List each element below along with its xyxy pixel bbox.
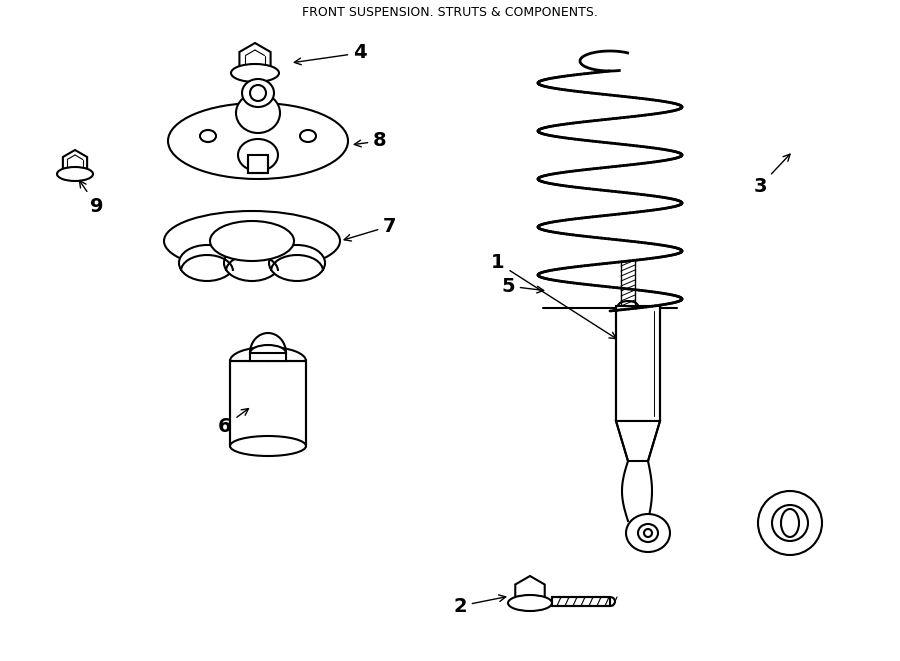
Ellipse shape [250, 345, 286, 361]
Ellipse shape [200, 130, 216, 142]
Polygon shape [552, 597, 610, 606]
Text: 9: 9 [79, 180, 104, 215]
Ellipse shape [168, 103, 348, 179]
Ellipse shape [772, 505, 808, 541]
Text: 2: 2 [454, 595, 506, 615]
Text: 5: 5 [501, 276, 544, 295]
Ellipse shape [210, 221, 294, 261]
Text: FRONT SUSPENSION. STRUTS & COMPONENTS.: FRONT SUSPENSION. STRUTS & COMPONENTS. [302, 7, 598, 20]
Ellipse shape [638, 524, 658, 542]
Ellipse shape [300, 130, 316, 142]
Text: 4: 4 [294, 44, 367, 65]
Text: 1: 1 [491, 254, 616, 338]
Ellipse shape [626, 514, 670, 552]
Ellipse shape [230, 436, 306, 456]
Polygon shape [516, 576, 544, 610]
Ellipse shape [269, 245, 325, 281]
Polygon shape [248, 155, 268, 173]
Ellipse shape [236, 93, 280, 133]
Ellipse shape [242, 79, 274, 107]
Ellipse shape [164, 211, 340, 271]
Ellipse shape [179, 245, 235, 281]
Polygon shape [616, 306, 660, 421]
Ellipse shape [224, 245, 280, 281]
Ellipse shape [508, 595, 552, 611]
Ellipse shape [644, 529, 652, 537]
Polygon shape [239, 43, 271, 79]
Text: 7: 7 [344, 217, 397, 241]
Text: 8: 8 [355, 132, 387, 151]
Text: 3: 3 [753, 154, 790, 196]
Text: 6: 6 [218, 408, 248, 436]
Polygon shape [250, 353, 286, 361]
Ellipse shape [57, 167, 93, 181]
Polygon shape [230, 361, 306, 446]
Polygon shape [616, 421, 660, 461]
Polygon shape [63, 150, 87, 178]
Ellipse shape [781, 509, 799, 537]
Ellipse shape [231, 64, 279, 82]
Ellipse shape [238, 139, 278, 171]
Ellipse shape [758, 491, 822, 555]
